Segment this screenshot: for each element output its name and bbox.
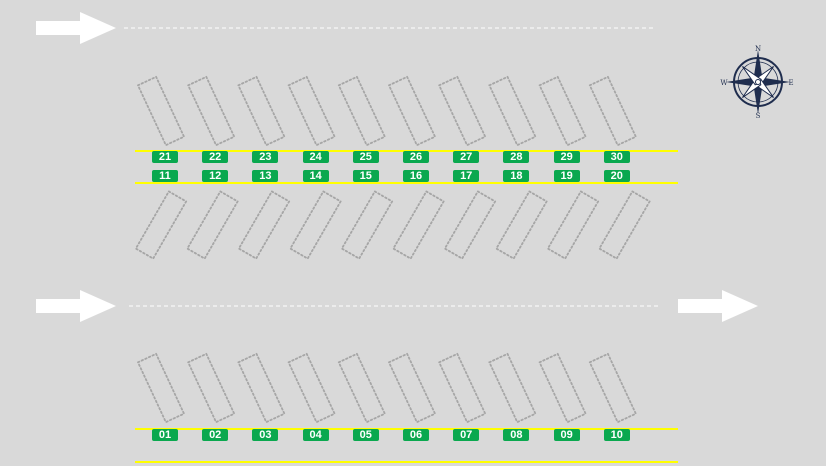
parking-spot-outline bbox=[287, 352, 336, 424]
parking-spot-number: 29 bbox=[553, 151, 580, 163]
parking-spot-outline bbox=[136, 352, 186, 424]
parking-spot-outline bbox=[437, 352, 487, 424]
parking-spot-number: 22 bbox=[202, 151, 229, 163]
parking-spot-number: 25 bbox=[352, 151, 379, 163]
parking-spot-outline bbox=[186, 75, 236, 147]
parking-spot-outline bbox=[387, 75, 437, 147]
parking-spot-number: 12 bbox=[202, 170, 229, 182]
parking-spot-outline bbox=[337, 75, 387, 147]
parking-spot-number: 30 bbox=[603, 151, 630, 163]
parking-spot-number: 02 bbox=[202, 429, 229, 441]
parking-spot-outline bbox=[588, 352, 638, 424]
compass-letter-n: N bbox=[755, 45, 761, 53]
parking-spot-outline bbox=[546, 190, 600, 260]
parking-spot-number: 14 bbox=[302, 170, 329, 182]
parking-spot-number: 03 bbox=[252, 429, 279, 441]
parking-spot-outline bbox=[186, 190, 239, 260]
parking-spot-number: 19 bbox=[553, 170, 580, 182]
parking-spot-number: 04 bbox=[302, 429, 329, 441]
parking-spot-outline bbox=[588, 75, 638, 147]
parking-spot-number: 10 bbox=[603, 429, 630, 441]
parking-spot-outline bbox=[598, 190, 651, 260]
parking-spot-outline bbox=[443, 190, 497, 260]
parking-spot-number: 27 bbox=[453, 151, 480, 163]
parking-spot-number: 01 bbox=[152, 429, 178, 441]
parking-spot-outline bbox=[495, 190, 548, 260]
parking-spot-outline bbox=[488, 352, 537, 424]
parking-spot-number: 23 bbox=[252, 151, 279, 163]
parking-spot-outline bbox=[437, 75, 487, 147]
parking-spot-number: 17 bbox=[453, 170, 480, 182]
compass-center bbox=[755, 79, 761, 85]
arrow-right-icon bbox=[36, 290, 116, 322]
parking-spot-outline bbox=[340, 190, 394, 260]
parking-spot-outline bbox=[488, 75, 537, 147]
parking-spot-outline bbox=[136, 75, 186, 147]
parking-spot-outline bbox=[387, 352, 437, 424]
parking-spot-number: 13 bbox=[252, 170, 279, 182]
parking-spot-number: 05 bbox=[352, 429, 379, 441]
parking-spot-outline bbox=[186, 352, 236, 424]
compass-letter-s: S bbox=[756, 112, 761, 120]
compass-letter-e: E bbox=[788, 79, 793, 87]
parking-spot-number: 08 bbox=[503, 429, 530, 441]
parking-spot-outline bbox=[237, 75, 286, 147]
parking-spot-number: 20 bbox=[603, 170, 630, 182]
parking-spot-number: 15 bbox=[352, 170, 379, 182]
parking-spot-number: 06 bbox=[403, 429, 429, 441]
compass-rose-icon bbox=[726, 50, 790, 114]
parking-spot-outline bbox=[337, 352, 387, 424]
compass-letter-w: W bbox=[720, 79, 728, 87]
parking-spot-outline bbox=[289, 190, 342, 260]
parking-spot-number: 26 bbox=[403, 151, 429, 163]
parking-spot-outline bbox=[134, 190, 188, 260]
parking-spot-number: 24 bbox=[302, 151, 329, 163]
arrow-right-icon bbox=[678, 290, 758, 322]
parking-spot-number: 18 bbox=[503, 170, 530, 182]
parking-spot-number: 21 bbox=[152, 151, 178, 163]
arrow-right-icon bbox=[36, 12, 116, 44]
parking-spot-outline bbox=[392, 190, 445, 260]
parking-spot-number: 11 bbox=[152, 170, 178, 182]
parking-spot-number: 16 bbox=[403, 170, 429, 182]
parking-spot-outline bbox=[538, 352, 587, 424]
parking-spot-number: 07 bbox=[453, 429, 480, 441]
parking-spot-number: 09 bbox=[553, 429, 580, 441]
parking-spot-outline bbox=[237, 352, 286, 424]
parking-spot-outline bbox=[538, 75, 587, 147]
parking-spot-number: 28 bbox=[503, 151, 530, 163]
parking-spot-outline bbox=[237, 190, 291, 260]
parking-spot-outline bbox=[287, 75, 336, 147]
